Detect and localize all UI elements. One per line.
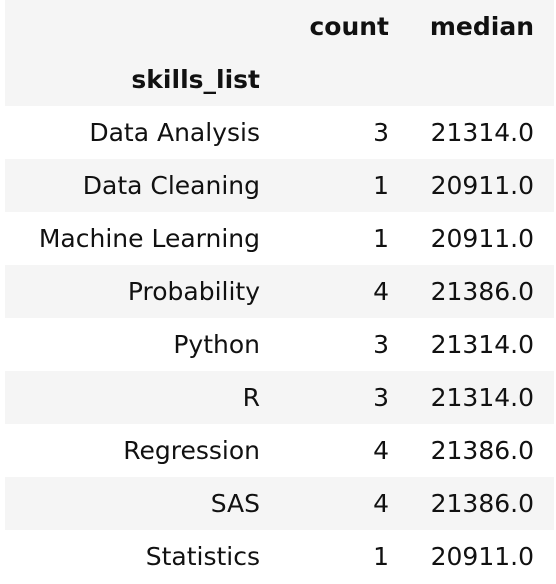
median-cell: 20911.0 [403, 159, 554, 212]
index-name-header: skills_list [5, 53, 278, 106]
count-cell: 4 [278, 477, 403, 530]
table-row: Machine Learning 1 20911.0 [5, 212, 554, 265]
row-index-label: Probability [5, 265, 278, 318]
table-row: Statistics 1 20911.0 [5, 530, 554, 583]
index-name-blank-cell [278, 53, 403, 106]
median-cell: 21386.0 [403, 477, 554, 530]
count-cell: 1 [278, 530, 403, 583]
table-row: Probability 4 21386.0 [5, 265, 554, 318]
table-row: SAS 4 21386.0 [5, 477, 554, 530]
count-cell: 3 [278, 318, 403, 371]
median-cell: 20911.0 [403, 530, 554, 583]
count-cell: 4 [278, 424, 403, 477]
count-cell: 1 [278, 212, 403, 265]
table-row: R 3 21314.0 [5, 371, 554, 424]
table-row: Regression 4 21386.0 [5, 424, 554, 477]
row-index-label: Python [5, 318, 278, 371]
row-index-label: Regression [5, 424, 278, 477]
table-header: count median skills_list [5, 0, 554, 106]
table-row: Python 3 21314.0 [5, 318, 554, 371]
row-index-label: R [5, 371, 278, 424]
row-index-label: Machine Learning [5, 212, 278, 265]
median-cell: 21314.0 [403, 106, 554, 159]
count-cell: 1 [278, 159, 403, 212]
table-row: Data Cleaning 1 20911.0 [5, 159, 554, 212]
column-header-count: count [278, 0, 403, 53]
table-body: Data Analysis 3 21314.0 Data Cleaning 1 … [5, 106, 554, 583]
count-cell: 4 [278, 265, 403, 318]
row-index-label: Data Cleaning [5, 159, 278, 212]
median-cell: 20911.0 [403, 212, 554, 265]
median-cell: 21386.0 [403, 424, 554, 477]
dataframe-table: count median skills_list Data Analysis 3… [5, 0, 554, 583]
count-cell: 3 [278, 106, 403, 159]
row-index-label: Statistics [5, 530, 278, 583]
blank-header-cell [5, 0, 278, 53]
column-header-row: count median [5, 0, 554, 53]
row-index-label: Data Analysis [5, 106, 278, 159]
column-header-median: median [403, 0, 554, 53]
median-cell: 21386.0 [403, 265, 554, 318]
index-name-blank-cell [403, 53, 554, 106]
index-name-row: skills_list [5, 53, 554, 106]
table-row: Data Analysis 3 21314.0 [5, 106, 554, 159]
median-cell: 21314.0 [403, 318, 554, 371]
median-cell: 21314.0 [403, 371, 554, 424]
count-cell: 3 [278, 371, 403, 424]
row-index-label: SAS [5, 477, 278, 530]
